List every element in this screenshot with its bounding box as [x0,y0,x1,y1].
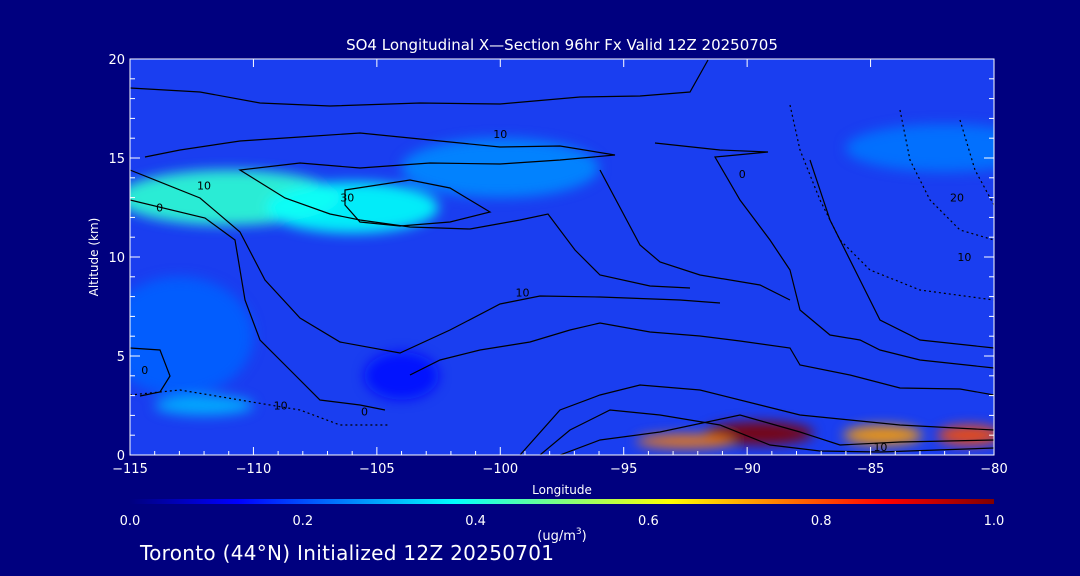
initialization-caption: Toronto (44°N) Initialized 12Z 20250701 [140,541,555,565]
contour-label: 10 [873,441,887,454]
contour-line [130,59,709,107]
colorbar-tick-label: 0.8 [811,514,832,529]
contour-label: 30 [340,192,354,205]
x-tick-label: −80 [980,462,1007,477]
axes: −115 −110 −105 −100 −95 −90 −85 −80 0 5 10 15 20 [108,53,1007,477]
contour-line [130,199,386,411]
contour-label: 0 [739,168,746,181]
contour-line [130,169,721,354]
colorbar-tick-label: 0.2 [292,514,313,529]
contour-label: 0 [141,364,148,377]
contour-line [539,409,994,455]
colorbar-tick-label: 0.6 [638,514,659,529]
colorbar-units-close: ) [582,529,587,544]
x-tick-label: −90 [733,462,760,477]
field-blob [843,425,923,446]
y-tick-label: 20 [108,53,125,68]
contour-line-dotted [789,104,994,301]
contour-label: 0 [156,201,163,214]
contour-line [559,414,994,455]
contour-line [519,384,994,455]
plot-area: 10 10 0 30 0 20 10 10 0 10 0 10 [129,58,995,456]
contour-line [144,132,691,289]
field-blob [130,276,254,396]
y-tick-label: 10 [108,251,125,266]
contour-line [409,322,994,396]
x-axis-label: Longitude [532,483,592,497]
colorbar-tick-label: 0.0 [120,514,141,529]
contour-label: 10 [516,287,530,300]
colorbar-units-sup: 3 [576,527,582,537]
x-tick-label: −85 [857,462,884,477]
colorbar-gradient [130,499,994,504]
contour-line [809,159,994,349]
colorbar-tick-label: 0.4 [465,514,486,529]
contour-label: 10 [957,251,971,264]
contour-line-dotted [899,109,994,241]
colorbar: 0.0 0.2 0.4 0.6 0.8 1.0 (ug/m3) [120,499,1005,544]
chart-title: SO4 Longitudinal X—Section 96hr Fx Valid… [346,36,778,54]
contour-label: 10 [197,180,211,193]
contour-labels: 10 10 0 30 0 20 10 10 0 10 0 10 [141,128,971,454]
x-tick-label: −110 [236,462,272,477]
x-tick-label: −100 [482,462,518,477]
concentration-field [130,124,994,449]
plot-background [130,59,994,455]
colorbar-units-text: (ug/m [537,529,576,544]
y-tick-label: 15 [108,152,125,167]
colorbar-units: (ug/m3) [537,527,586,544]
field-blob [401,138,600,198]
contour-line [344,179,492,227]
field-blob [154,395,254,416]
y-axis-label: Altitude (km) [87,218,101,297]
y-tick-label: 0 [117,449,125,464]
contour-label: 10 [493,128,507,141]
field-blob [265,181,439,234]
y-tick-label: 5 [117,350,125,365]
contour-label: 20 [950,192,964,205]
contour-label: 0 [361,405,368,418]
x-tick-label: −115 [112,462,148,477]
contour-lines [130,59,994,455]
field-blob [364,352,439,400]
colorbar-tick-label: 1.0 [984,514,1005,529]
contour-label: 10 [274,399,288,412]
contour-line-dotted [130,389,390,426]
x-tick-label: −105 [359,462,395,477]
contour-line [599,169,791,301]
x-tick-label: −95 [610,462,637,477]
contour-line [130,347,171,397]
field-blob [636,434,735,449]
field-blob [845,124,994,172]
colorbar-ticks: 0.0 0.2 0.4 0.6 0.8 1.0 [120,514,1005,529]
contour-line [654,142,994,369]
